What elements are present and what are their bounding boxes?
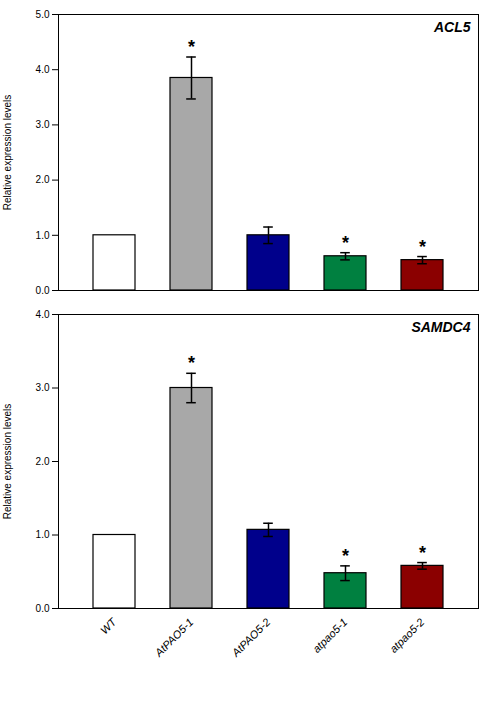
svg-text:AtPAO5-1: AtPAO5-1 bbox=[152, 616, 196, 660]
svg-text:*: * bbox=[342, 233, 349, 253]
svg-text:2.0: 2.0 bbox=[36, 456, 50, 467]
svg-text:atpao5-2: atpao5-2 bbox=[387, 616, 426, 655]
svg-text:1.0: 1.0 bbox=[36, 230, 50, 241]
svg-text:0.0: 0.0 bbox=[36, 285, 50, 296]
svg-text:Relative expression levels: Relative expression levels bbox=[2, 404, 13, 520]
svg-text:WT: WT bbox=[98, 615, 119, 636]
svg-text:*: * bbox=[188, 37, 195, 57]
svg-text:0.0: 0.0 bbox=[36, 603, 50, 614]
svg-text:*: * bbox=[188, 353, 195, 373]
svg-text:AtPAO5-2: AtPAO5-2 bbox=[229, 616, 273, 660]
svg-text:*: * bbox=[419, 237, 426, 257]
svg-text:1.0: 1.0 bbox=[36, 529, 50, 540]
svg-text:*: * bbox=[342, 546, 349, 566]
svg-text:3.0: 3.0 bbox=[36, 382, 50, 393]
svg-text:4.0: 4.0 bbox=[36, 64, 50, 75]
svg-text:SAMDC4: SAMDC4 bbox=[411, 319, 470, 335]
svg-text:4.0: 4.0 bbox=[36, 309, 50, 320]
svg-text:5.0: 5.0 bbox=[36, 9, 50, 20]
svg-text:atpao5-1: atpao5-1 bbox=[310, 616, 349, 655]
svg-text:*: * bbox=[419, 543, 426, 563]
svg-text:Relative expression levels: Relative expression levels bbox=[2, 95, 13, 211]
svg-text:ACL5: ACL5 bbox=[433, 19, 471, 35]
svg-text:3.0: 3.0 bbox=[36, 119, 50, 130]
svg-text:2.0: 2.0 bbox=[36, 174, 50, 185]
